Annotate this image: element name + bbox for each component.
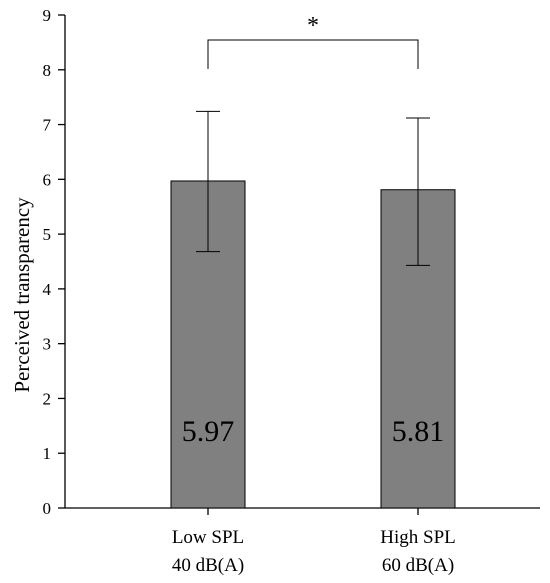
x-tick-label: 60 dB(A) [382,555,454,576]
y-tick-label: 9 [43,6,52,25]
y-tick-label: 0 [43,499,52,518]
bar-value-label: 5.81 [392,415,445,448]
y-tick-label: 8 [43,61,52,80]
y-tick-label: 2 [43,389,52,408]
significance-asterisk: * [307,13,319,39]
y-tick-label: 5 [43,225,52,244]
x-tick-label: Low SPL [172,527,244,548]
y-tick-label: 1 [43,444,52,463]
y-axis-title: Perceived transparency [10,197,34,393]
x-tick-label: 40 dB(A) [172,555,244,576]
y-tick-label: 6 [43,170,52,189]
y-axis: 0 1 2 3 4 5 6 7 8 9 [43,6,66,518]
data-labels: 5.97 5.81 [182,415,445,448]
y-tick-label: 4 [43,280,52,299]
bars [170,180,456,509]
bar-value-label: 5.97 [182,415,235,448]
significance-line [207,39,419,69]
significance-bracket: * [207,13,419,69]
y-tick-label: 7 [43,116,52,135]
y-tick-label: 3 [43,335,52,354]
x-tick-label: High SPL [380,527,456,548]
x-axis: Low SPL 40 dB(A) High SPL 60 dB(A) [65,507,540,576]
error-bars [196,110,430,266]
